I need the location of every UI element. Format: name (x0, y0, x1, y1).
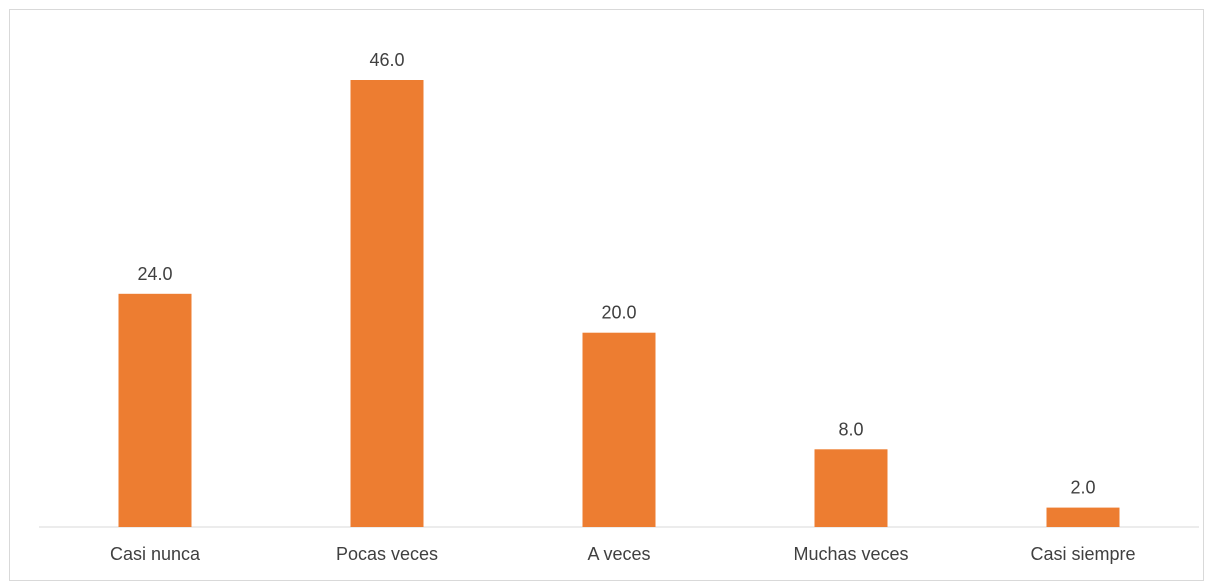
value-label-3: 8.0 (838, 419, 863, 439)
bar-0 (118, 293, 192, 527)
value-label-0: 24.0 (137, 264, 172, 284)
bar-1 (350, 80, 424, 527)
x-tick-label-0: Casi nunca (110, 544, 201, 564)
x-tick-label-2: A veces (587, 544, 650, 564)
x-tick-labels-group: Casi nunca Pocas veces A veces Muchas veces… (110, 544, 1136, 564)
bar-2 (582, 332, 656, 527)
value-label-4: 2.0 (1070, 478, 1095, 498)
x-tick-label-4: Casi siempre (1030, 544, 1135, 564)
bar-3 (814, 449, 888, 527)
x-tick-label-3: Muchas veces (793, 544, 908, 564)
value-label-1: 46.0 (369, 50, 404, 70)
bar-4 (1046, 507, 1120, 527)
value-labels-group: 24.0 46.0 20.0 8.0 2.0 (137, 50, 1095, 498)
x-tick-label-1: Pocas veces (336, 544, 438, 564)
value-label-2: 20.0 (601, 303, 636, 323)
bars-group (118, 80, 1120, 527)
